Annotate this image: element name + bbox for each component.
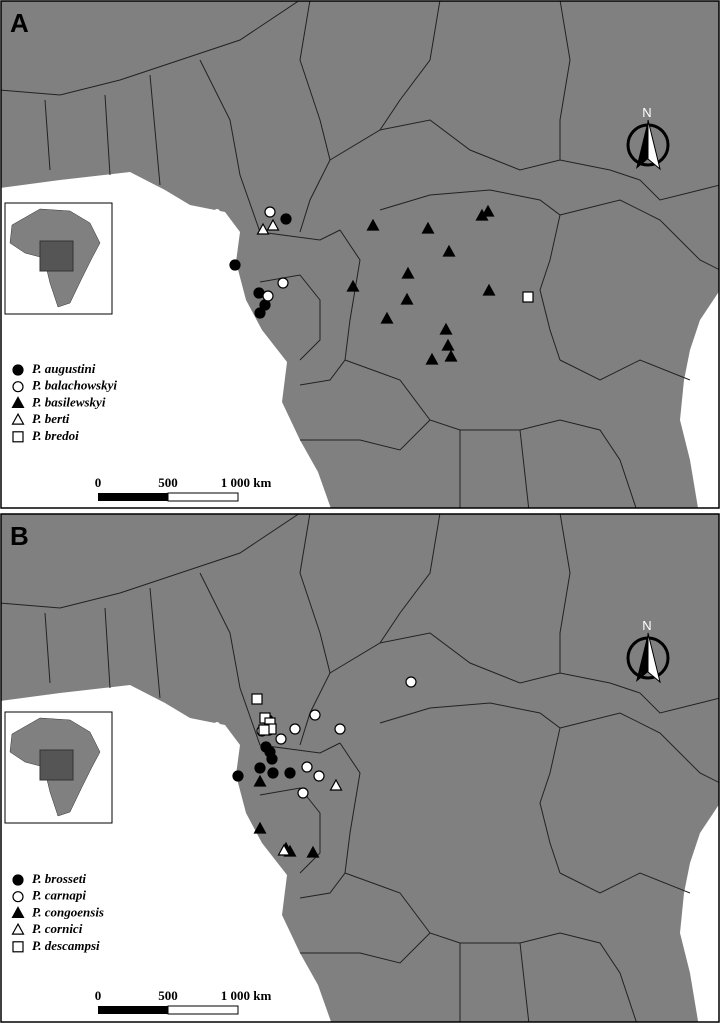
legend-symbol xyxy=(11,396,25,408)
scale-label: 1 000 km xyxy=(221,475,272,490)
occurrence-marker xyxy=(441,338,455,351)
scale-bar-white xyxy=(167,1005,239,1015)
occurrence-marker xyxy=(253,821,267,834)
occurrence-marker xyxy=(522,291,534,303)
north-arrow: N xyxy=(626,618,670,684)
occurrence-marker xyxy=(309,709,321,721)
occurrence-marker xyxy=(254,307,266,319)
legend-symbol xyxy=(12,891,24,903)
legend-symbol xyxy=(12,364,24,376)
occurrence-marker xyxy=(258,724,270,736)
occurrence-marker xyxy=(266,753,278,765)
occurrence-marker xyxy=(232,770,244,782)
scale-bar-black xyxy=(98,493,168,501)
occurrence-marker xyxy=(301,761,313,773)
panel-frame xyxy=(0,513,720,1023)
legend-entry: P. descampsi xyxy=(32,938,100,953)
panel-label: A xyxy=(10,8,29,38)
occurrence-marker xyxy=(251,693,263,705)
occurrence-marker xyxy=(313,770,325,782)
legend-symbol xyxy=(12,874,24,886)
occurrence-marker xyxy=(253,774,267,787)
scale-bar-white xyxy=(167,492,239,502)
occurrence-marker xyxy=(366,218,380,231)
inset-extent xyxy=(39,240,74,272)
scale-label: 0 xyxy=(95,988,102,1003)
north-right xyxy=(647,119,661,171)
occurrence-marker xyxy=(280,213,292,225)
legend-entry: P. brosseti xyxy=(32,871,86,886)
occurrence-marker xyxy=(421,221,435,234)
occurrence-marker xyxy=(481,204,495,217)
occurrence-marker xyxy=(275,733,287,745)
occurrence-marker xyxy=(334,723,346,735)
inset-map xyxy=(4,202,113,315)
legend-entry: P. balachowskyi xyxy=(32,378,117,393)
occurrence-marker xyxy=(400,292,414,305)
legend-symbol xyxy=(12,431,24,443)
occurrence-marker xyxy=(277,277,289,289)
occurrence-marker xyxy=(284,767,296,779)
occurrence-marker xyxy=(425,352,439,365)
scale-label: 1 000 km xyxy=(221,988,272,1003)
occurrence-marker xyxy=(405,676,417,688)
occurrence-marker xyxy=(254,762,266,774)
legend-entry: P. congoensis xyxy=(32,904,104,919)
occurrence-marker xyxy=(289,723,301,735)
occurrence-marker xyxy=(277,843,291,856)
north-right xyxy=(647,632,661,684)
north-label: N xyxy=(642,105,651,120)
legend-entry: P. cornici xyxy=(32,921,83,936)
occurrence-marker xyxy=(229,259,241,271)
occurrence-marker xyxy=(306,845,320,858)
north-left xyxy=(636,120,648,169)
occurrence-marker xyxy=(439,322,453,335)
panel-label: B xyxy=(10,521,29,551)
inset-extent xyxy=(39,749,74,781)
occurrence-marker xyxy=(256,222,270,235)
occurrence-marker xyxy=(444,349,458,362)
north-arrow: N xyxy=(626,105,670,171)
occurrence-marker xyxy=(346,279,360,292)
legend-entry: P. bredoi xyxy=(32,428,79,443)
panel-frame xyxy=(0,0,720,509)
occurrence-marker xyxy=(482,283,496,296)
occurrence-marker xyxy=(380,311,394,324)
legend-symbol xyxy=(11,922,25,935)
occurrence-marker xyxy=(264,206,276,218)
inset-map xyxy=(4,711,113,824)
occurrence-marker xyxy=(266,218,280,231)
occurrence-marker xyxy=(329,778,343,791)
north-label: N xyxy=(642,618,651,633)
legend-entry: P. augustini xyxy=(32,361,96,376)
scale-bar-black xyxy=(98,1006,168,1014)
occurrence-marker xyxy=(267,767,279,779)
legend-entry: P. carnapi xyxy=(32,888,86,903)
scale-label: 0 xyxy=(95,475,102,490)
legend-entry: P. berti xyxy=(32,411,70,426)
scale-label: 500 xyxy=(158,988,178,1003)
scale-label: 500 xyxy=(158,475,178,490)
occurrence-marker xyxy=(442,244,456,257)
occurrence-marker xyxy=(262,290,274,302)
legend-symbol xyxy=(11,412,25,425)
legend-symbol xyxy=(11,906,25,918)
north-left xyxy=(636,633,648,682)
legend-symbol xyxy=(12,941,24,953)
legend-symbol xyxy=(12,381,24,393)
occurrence-marker xyxy=(401,266,415,279)
legend-entry: P. basilewskyi xyxy=(32,394,106,409)
occurrence-marker xyxy=(297,787,309,799)
